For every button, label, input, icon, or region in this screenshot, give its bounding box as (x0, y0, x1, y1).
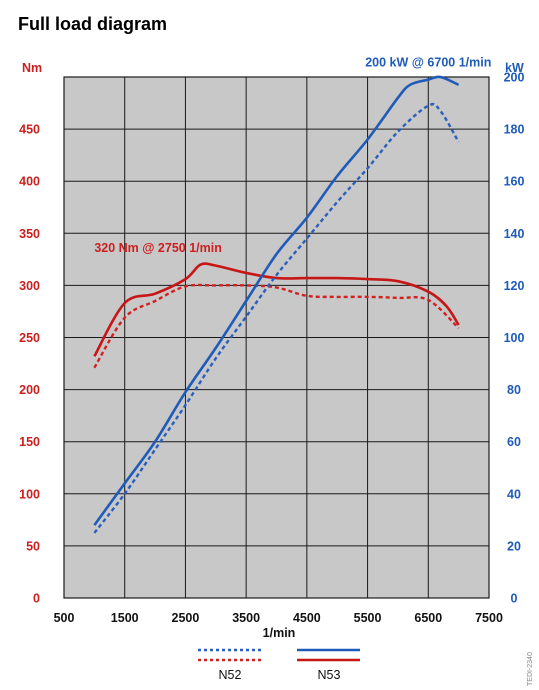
page-title: Full load diagram (18, 14, 168, 34)
n53-torque-line (93, 262, 460, 357)
rpm-tick-label: 7500 (475, 611, 503, 625)
plot-frame (63, 76, 490, 599)
gridlines (63, 76, 490, 599)
rpm-tick-label: 2500 (172, 611, 200, 625)
max-torque-annotation: 320 Nm @ 2750 1/min (94, 241, 222, 255)
torque-tick-label: 350 (19, 227, 40, 241)
legend: N52 N53 (198, 648, 360, 682)
power-tick-label: 200 (504, 71, 525, 85)
max-power-annotation: 200 kW @ 6700 1/min (365, 56, 491, 70)
power-tick-label: 140 (504, 227, 525, 241)
torque-tick-label: 200 (19, 383, 40, 397)
torque-tick-label: 400 (19, 175, 40, 189)
rpm-axis-label: 1/min (263, 626, 296, 640)
power-tick-label: 0 (511, 592, 518, 606)
rpm-tick-label: 5500 (354, 611, 382, 625)
torque-tick-label: 250 (19, 331, 40, 345)
torque-axis-label: Nm (22, 61, 42, 75)
torque-tick-label: 150 (19, 435, 40, 449)
torque-tick-label: 300 (19, 279, 40, 293)
power-tick-label: 180 (504, 123, 525, 137)
annotations: 200 kW @ 6700 1/min 320 Nm @ 2750 1/min (94, 56, 491, 255)
n52-power-line (93, 102, 460, 534)
power-tick-label: 60 (507, 435, 521, 449)
rpm-axis-ticks: 500 1500 2500 3500 4500 5500 6500 7500 (54, 611, 503, 625)
power-tick-label: 100 (504, 331, 525, 345)
legend-n53-label: N53 (318, 668, 341, 682)
torque-tick-label: 50 (26, 539, 40, 553)
power-tick-label: 160 (504, 175, 525, 189)
power-tick-label: 20 (507, 539, 521, 553)
series-lines (93, 75, 460, 534)
torque-tick-label: 0 (33, 592, 40, 606)
power-tick-label: 120 (504, 279, 525, 293)
power-tick-label: 40 (507, 487, 521, 501)
torque-tick-label: 100 (19, 487, 40, 501)
rpm-tick-label: 1500 (111, 611, 139, 625)
n53-power-line (93, 75, 460, 526)
rpm-tick-label: 3500 (232, 611, 260, 625)
n52-torque-line (93, 283, 460, 369)
legend-n52-label: N52 (219, 668, 242, 682)
power-axis-ticks: 0 20 40 60 80 100 120 140 160 180 200 (504, 71, 525, 606)
power-axis-label: kW (505, 61, 524, 75)
rpm-tick-label: 6500 (414, 611, 442, 625)
rpm-tick-label: 4500 (293, 611, 321, 625)
power-tick-label: 80 (507, 383, 521, 397)
torque-axis-ticks: 0 50 100 150 200 250 300 350 400 450 (19, 123, 40, 606)
rpm-tick-label: 500 (54, 611, 75, 625)
torque-tick-label: 450 (19, 123, 40, 137)
image-code: TEDI-2340 (527, 652, 534, 686)
